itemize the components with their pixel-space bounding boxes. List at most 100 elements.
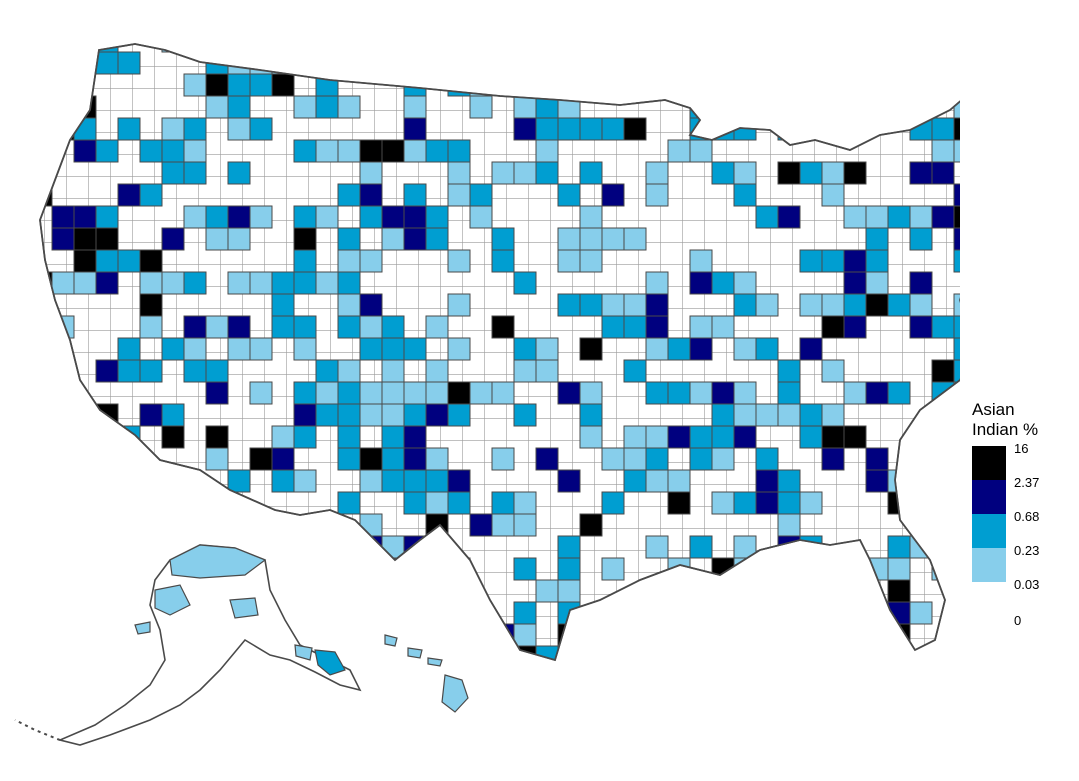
county-cell <box>711 491 735 515</box>
county-cell <box>843 73 867 97</box>
county-cell <box>381 403 405 427</box>
county-cell <box>623 227 647 251</box>
county-cell <box>689 579 713 603</box>
county-cell <box>315 73 339 97</box>
county-cell <box>865 227 889 251</box>
county-cell <box>777 73 801 97</box>
county-cell <box>689 95 713 119</box>
county-cell <box>689 623 713 647</box>
county-cell <box>315 95 339 119</box>
county-cell <box>271 271 295 295</box>
county-cell <box>40 579 53 603</box>
county-cell <box>425 381 449 405</box>
county-cell <box>161 469 185 493</box>
county-cell <box>953 381 960 405</box>
county-cell <box>447 579 471 603</box>
county-cell <box>359 381 383 405</box>
county-cell <box>711 447 735 471</box>
alaska-fill-light-4 <box>294 644 313 661</box>
county-cell <box>755 491 779 515</box>
county-cell <box>777 513 801 537</box>
county-cell <box>359 447 383 471</box>
county-cell <box>711 161 735 185</box>
county-cell <box>293 579 317 603</box>
county-cell <box>117 557 141 581</box>
county-cell <box>645 183 669 207</box>
county-cell <box>931 645 955 660</box>
county-cell <box>953 535 960 559</box>
county-cell <box>403 139 427 163</box>
county-cell <box>645 623 669 647</box>
county-cell <box>161 139 185 163</box>
county-cell <box>469 205 493 229</box>
county-cell <box>403 447 427 471</box>
county-cell <box>601 491 625 515</box>
county-cell <box>293 95 317 119</box>
county-cell <box>689 447 713 471</box>
county-cell <box>931 161 955 185</box>
county-cell <box>711 403 735 427</box>
county-cell <box>73 51 97 75</box>
county-cell <box>51 359 75 383</box>
county-cell <box>40 51 53 75</box>
county-cell <box>689 73 713 97</box>
county-cell <box>491 513 515 537</box>
hawaii-island-1 <box>384 634 398 647</box>
county-cell <box>337 293 361 317</box>
county-cell <box>909 491 933 515</box>
legend-title-line2: Indian % <box>972 420 1039 439</box>
county-cell <box>447 557 471 581</box>
legend-swatch-dark-blue <box>972 480 1006 514</box>
county-cell <box>447 491 471 515</box>
county-cell <box>491 161 515 185</box>
alaska-aleutians <box>14 719 61 741</box>
county-cell <box>95 227 119 251</box>
county-cell <box>183 271 207 295</box>
county-cell <box>293 227 317 251</box>
county-cell <box>227 161 251 185</box>
county-cell <box>381 51 405 75</box>
county-cell <box>623 315 647 339</box>
county-cell <box>227 271 251 295</box>
county-cell <box>667 381 691 405</box>
county-cell <box>887 623 911 647</box>
county-cell <box>227 95 251 119</box>
county-cell <box>887 293 911 317</box>
county-cell <box>909 51 933 75</box>
county-cell <box>51 381 75 405</box>
county-cell <box>337 491 361 515</box>
county-cell <box>183 73 207 97</box>
hawaii <box>384 634 469 713</box>
county-cell <box>843 271 867 295</box>
county-cell <box>249 73 273 97</box>
county-cell <box>403 205 427 229</box>
county-cell <box>755 337 779 361</box>
county-cell <box>447 403 471 427</box>
county-cell <box>843 117 867 141</box>
county-cell <box>557 469 581 493</box>
county-cell <box>425 359 449 383</box>
county-cell <box>909 95 933 119</box>
county-cell <box>117 359 141 383</box>
county-cell <box>227 469 251 493</box>
county-cell <box>953 403 960 427</box>
county-cell <box>535 579 559 603</box>
county-cell <box>645 315 669 339</box>
county-cell <box>689 535 713 559</box>
county-cell <box>40 403 53 427</box>
county-cell <box>51 117 75 141</box>
county-cell <box>755 403 779 427</box>
county-cell <box>381 359 405 383</box>
county-cell <box>359 513 383 537</box>
county-cell <box>733 183 757 207</box>
county-cell <box>777 117 801 141</box>
county-cell <box>381 447 405 471</box>
county-cell <box>865 95 889 119</box>
county-cell <box>579 623 603 647</box>
county-cell <box>271 315 295 339</box>
county-cell <box>822 668 844 690</box>
county-cell <box>755 205 779 229</box>
county-cell <box>733 557 757 581</box>
county-cell <box>953 359 960 383</box>
county-cell <box>821 359 845 383</box>
